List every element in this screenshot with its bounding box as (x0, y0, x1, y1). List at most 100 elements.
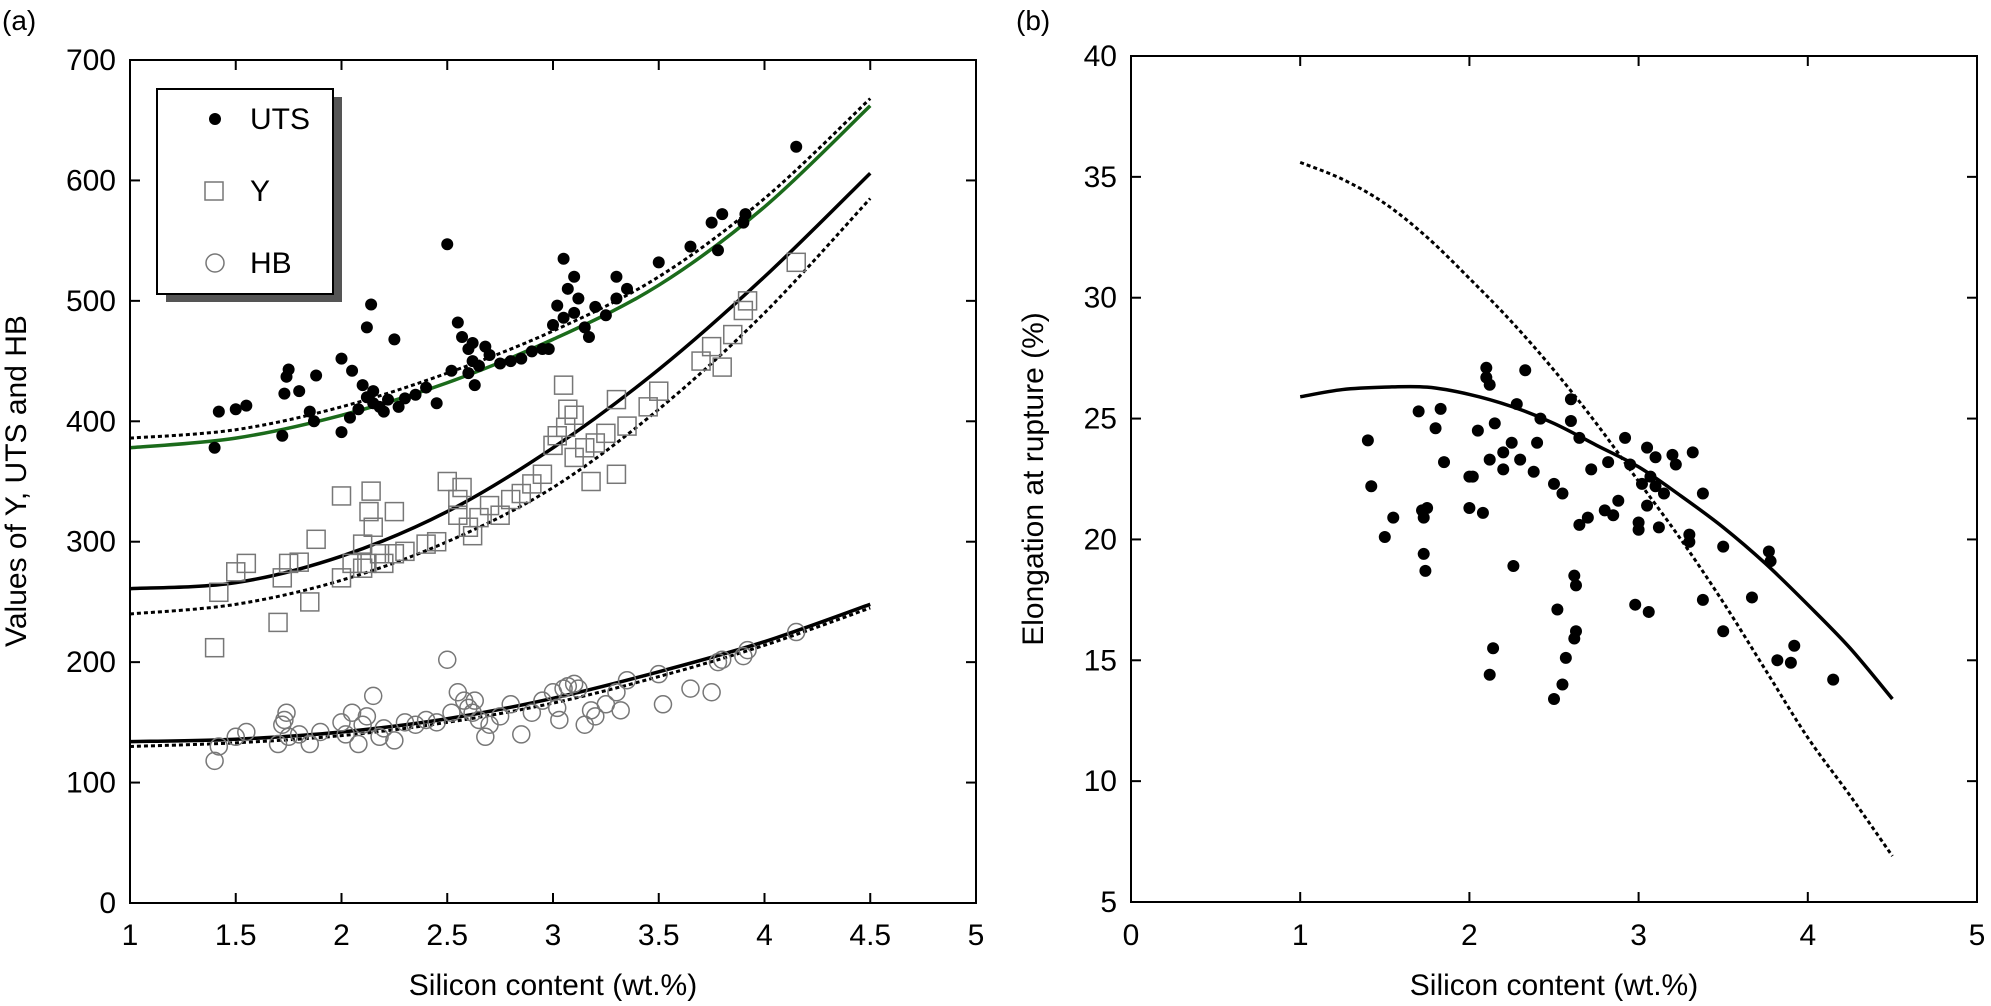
panel-b-y-axis: 5 10 15 20 25 30 35 40 (1084, 40, 1977, 919)
y-point (558, 399, 578, 419)
hb-point (332, 713, 351, 732)
elongation-point (1434, 402, 1447, 415)
uts-point (557, 311, 570, 324)
elongation-point (1497, 446, 1510, 459)
hb-point (649, 664, 668, 684)
y-point (606, 389, 627, 410)
elongation-point (1652, 521, 1665, 534)
hb-point (702, 683, 721, 702)
elongation-point (1417, 547, 1430, 560)
elongation-point (1534, 412, 1547, 425)
elongation-point (1827, 673, 1840, 686)
uts-point (445, 364, 458, 377)
y-point (606, 464, 627, 485)
elongation-point (1471, 424, 1484, 437)
y-point (532, 464, 553, 485)
hb-point (653, 695, 673, 714)
hb-point (586, 707, 605, 726)
panel-b-fit-curves (1299, 160, 1894, 857)
x-tick-label: 5 (1969, 919, 1986, 952)
panel-b-plot-frame (1130, 55, 1978, 903)
legend-box (156, 88, 334, 295)
uts-point (711, 244, 724, 257)
y-point (500, 489, 521, 510)
y-point (359, 501, 379, 522)
elongation-point (1421, 502, 1434, 515)
uts-point (388, 333, 401, 346)
y-point (342, 553, 362, 574)
y-point (384, 501, 405, 522)
y-tick-label: 700 (66, 44, 116, 77)
elongation-point (1466, 470, 1479, 483)
uts-point (547, 318, 559, 331)
uts-point (739, 208, 752, 221)
uts-point (392, 400, 405, 413)
y-point (236, 553, 257, 574)
y-tick-label: 100 (66, 767, 116, 800)
y-point (448, 505, 468, 525)
elongation-point (1419, 564, 1432, 577)
hb-point (300, 734, 320, 754)
y-point (268, 612, 288, 633)
uts-point (240, 399, 253, 412)
uts-point (430, 397, 443, 410)
panel-b-tag: (b) (1016, 5, 1050, 36)
uts-point (409, 388, 422, 401)
uts-point (365, 298, 378, 311)
elongation-point (1487, 642, 1500, 655)
elongation-point (1564, 393, 1577, 406)
uts-point (557, 252, 570, 265)
elongation-point (1717, 625, 1730, 638)
uts-point (293, 385, 306, 398)
elongation-point (1429, 422, 1442, 435)
panel-a-x-axis: 1 1.5 2 2.5 3 3.5 4 4.5 5 (122, 60, 984, 952)
hb-point (738, 640, 757, 660)
y-point (352, 558, 373, 578)
x-tick-label: 3.5 (638, 919, 680, 952)
uts-point (335, 352, 348, 365)
elongation-point (1669, 458, 1682, 471)
y-point (331, 568, 352, 588)
elongation-point (1476, 506, 1489, 519)
hb-point (463, 703, 482, 722)
hb-point (277, 703, 296, 722)
elongation-point (1387, 511, 1400, 524)
elongation-point (1745, 591, 1758, 604)
x-tick-label: 3 (1630, 919, 1647, 952)
panel-a-y-axis: 0 100 200 300 400 500 600 700 (66, 44, 976, 920)
hb-point (459, 698, 478, 718)
elongation-point (1788, 639, 1801, 652)
hb-point (564, 674, 584, 694)
elongation-point (1378, 531, 1391, 544)
uts-point (472, 359, 485, 372)
uts-point (790, 140, 803, 153)
elongation-point (1641, 441, 1654, 454)
panel-a-data-points (204, 140, 806, 771)
panel-a-y-axis-title: Values of Y, UTS and HB (0, 315, 33, 647)
uts-point (589, 300, 602, 313)
legend-uts-marker (209, 113, 221, 125)
y-tick-label: 15 (1084, 644, 1117, 677)
hb-point (550, 710, 569, 730)
x-tick-label: 0 (1123, 919, 1140, 952)
uts-point (377, 405, 390, 418)
hb-point (353, 715, 372, 735)
uts-point (335, 426, 348, 439)
hb-point (268, 734, 288, 754)
hb-point (522, 703, 542, 722)
uts-point (356, 379, 369, 392)
y-point (306, 529, 326, 550)
y-point (737, 291, 758, 311)
panel-b-x-axis: 0 1 2 3 4 5 (1123, 56, 1986, 952)
elongation-point (1507, 560, 1520, 573)
hb-point (712, 650, 732, 669)
y-point (272, 568, 293, 588)
uts-point (308, 415, 321, 428)
y-point (617, 416, 637, 436)
y-tick-label: 200 (66, 646, 116, 679)
uts-point (456, 330, 469, 343)
y-point (384, 544, 405, 564)
elongation-point (1644, 470, 1657, 483)
y-point (300, 592, 320, 612)
